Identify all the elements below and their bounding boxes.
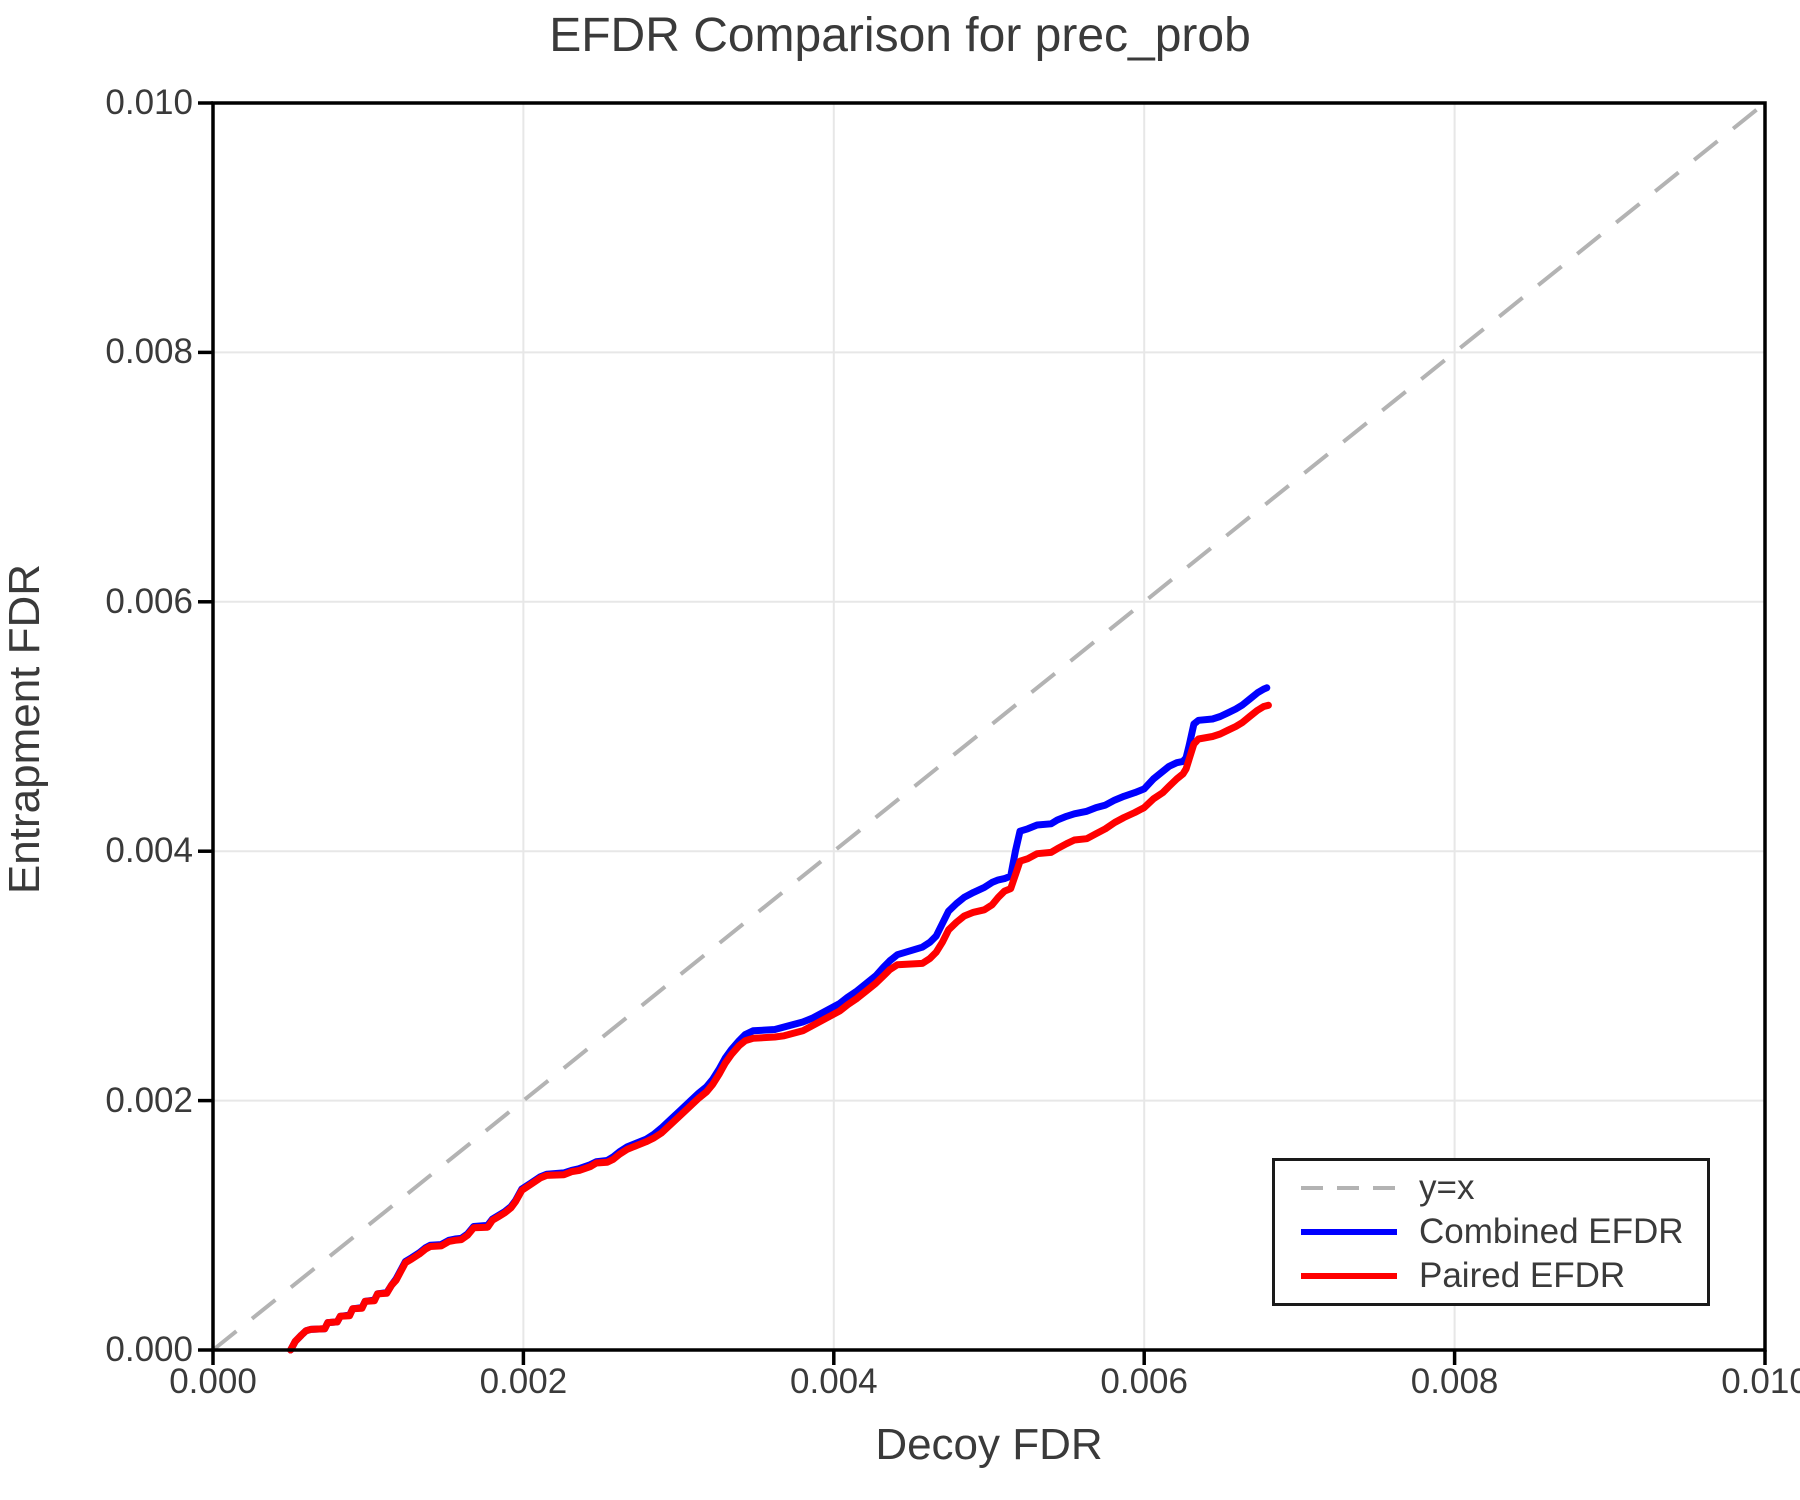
legend-label: Combined EFDR xyxy=(1419,1212,1684,1251)
paired-efdr-line xyxy=(287,701,1272,1354)
legend-item-identity: y=x xyxy=(1275,1168,1707,1207)
identity-line xyxy=(211,101,1767,1352)
plot-frame xyxy=(198,101,1767,1365)
x-axis-label: Decoy FDR xyxy=(875,1420,1103,1469)
y-tick-label: 0.006 xyxy=(105,581,193,621)
combined-efdr-line xyxy=(287,684,1271,1354)
y-tick-label: 0.010 xyxy=(105,83,193,122)
y-axis-label: Entrapment FDR xyxy=(0,563,49,895)
legend-item-combined: Combined EFDR xyxy=(1275,1212,1707,1251)
legend: y=x Combined EFDR Paired EFDR xyxy=(1272,1158,1710,1306)
legend-label: y=x xyxy=(1419,1168,1475,1207)
x-tick-label: 0.010 xyxy=(1721,1362,1800,1401)
x-tick-label: 0.006 xyxy=(1100,1362,1188,1401)
x-tick-label: 0.000 xyxy=(169,1362,257,1401)
x-tick-label: 0.002 xyxy=(479,1362,568,1401)
plot-border xyxy=(211,101,1767,1352)
y-tick-label: 0.008 xyxy=(105,332,193,372)
x-tick-label: 0.004 xyxy=(790,1362,878,1401)
combined-line-sample-icon xyxy=(1301,1229,1397,1235)
y-tick-label: 0.000 xyxy=(105,1330,193,1369)
identity-line-sample-icon xyxy=(1301,1186,1397,1190)
y-tick-label: 0.004 xyxy=(105,831,193,871)
y-tick-label: 0.002 xyxy=(105,1080,193,1120)
chart-title: EFDR Comparison for prec_prob xyxy=(549,9,1251,62)
x-tick-label: 0.008 xyxy=(1410,1362,1499,1401)
legend-item-paired: Paired EFDR xyxy=(1275,1256,1707,1295)
legend-label: Paired EFDR xyxy=(1419,1256,1626,1295)
paired-line-sample-icon xyxy=(1301,1273,1397,1279)
